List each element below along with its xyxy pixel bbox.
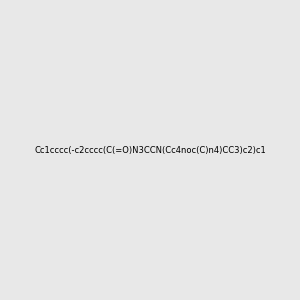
Text: Cc1cccc(-c2cccc(C(=O)N3CCN(Cc4noc(C)n4)CC3)c2)c1: Cc1cccc(-c2cccc(C(=O)N3CCN(Cc4noc(C)n4)C…: [34, 146, 266, 154]
